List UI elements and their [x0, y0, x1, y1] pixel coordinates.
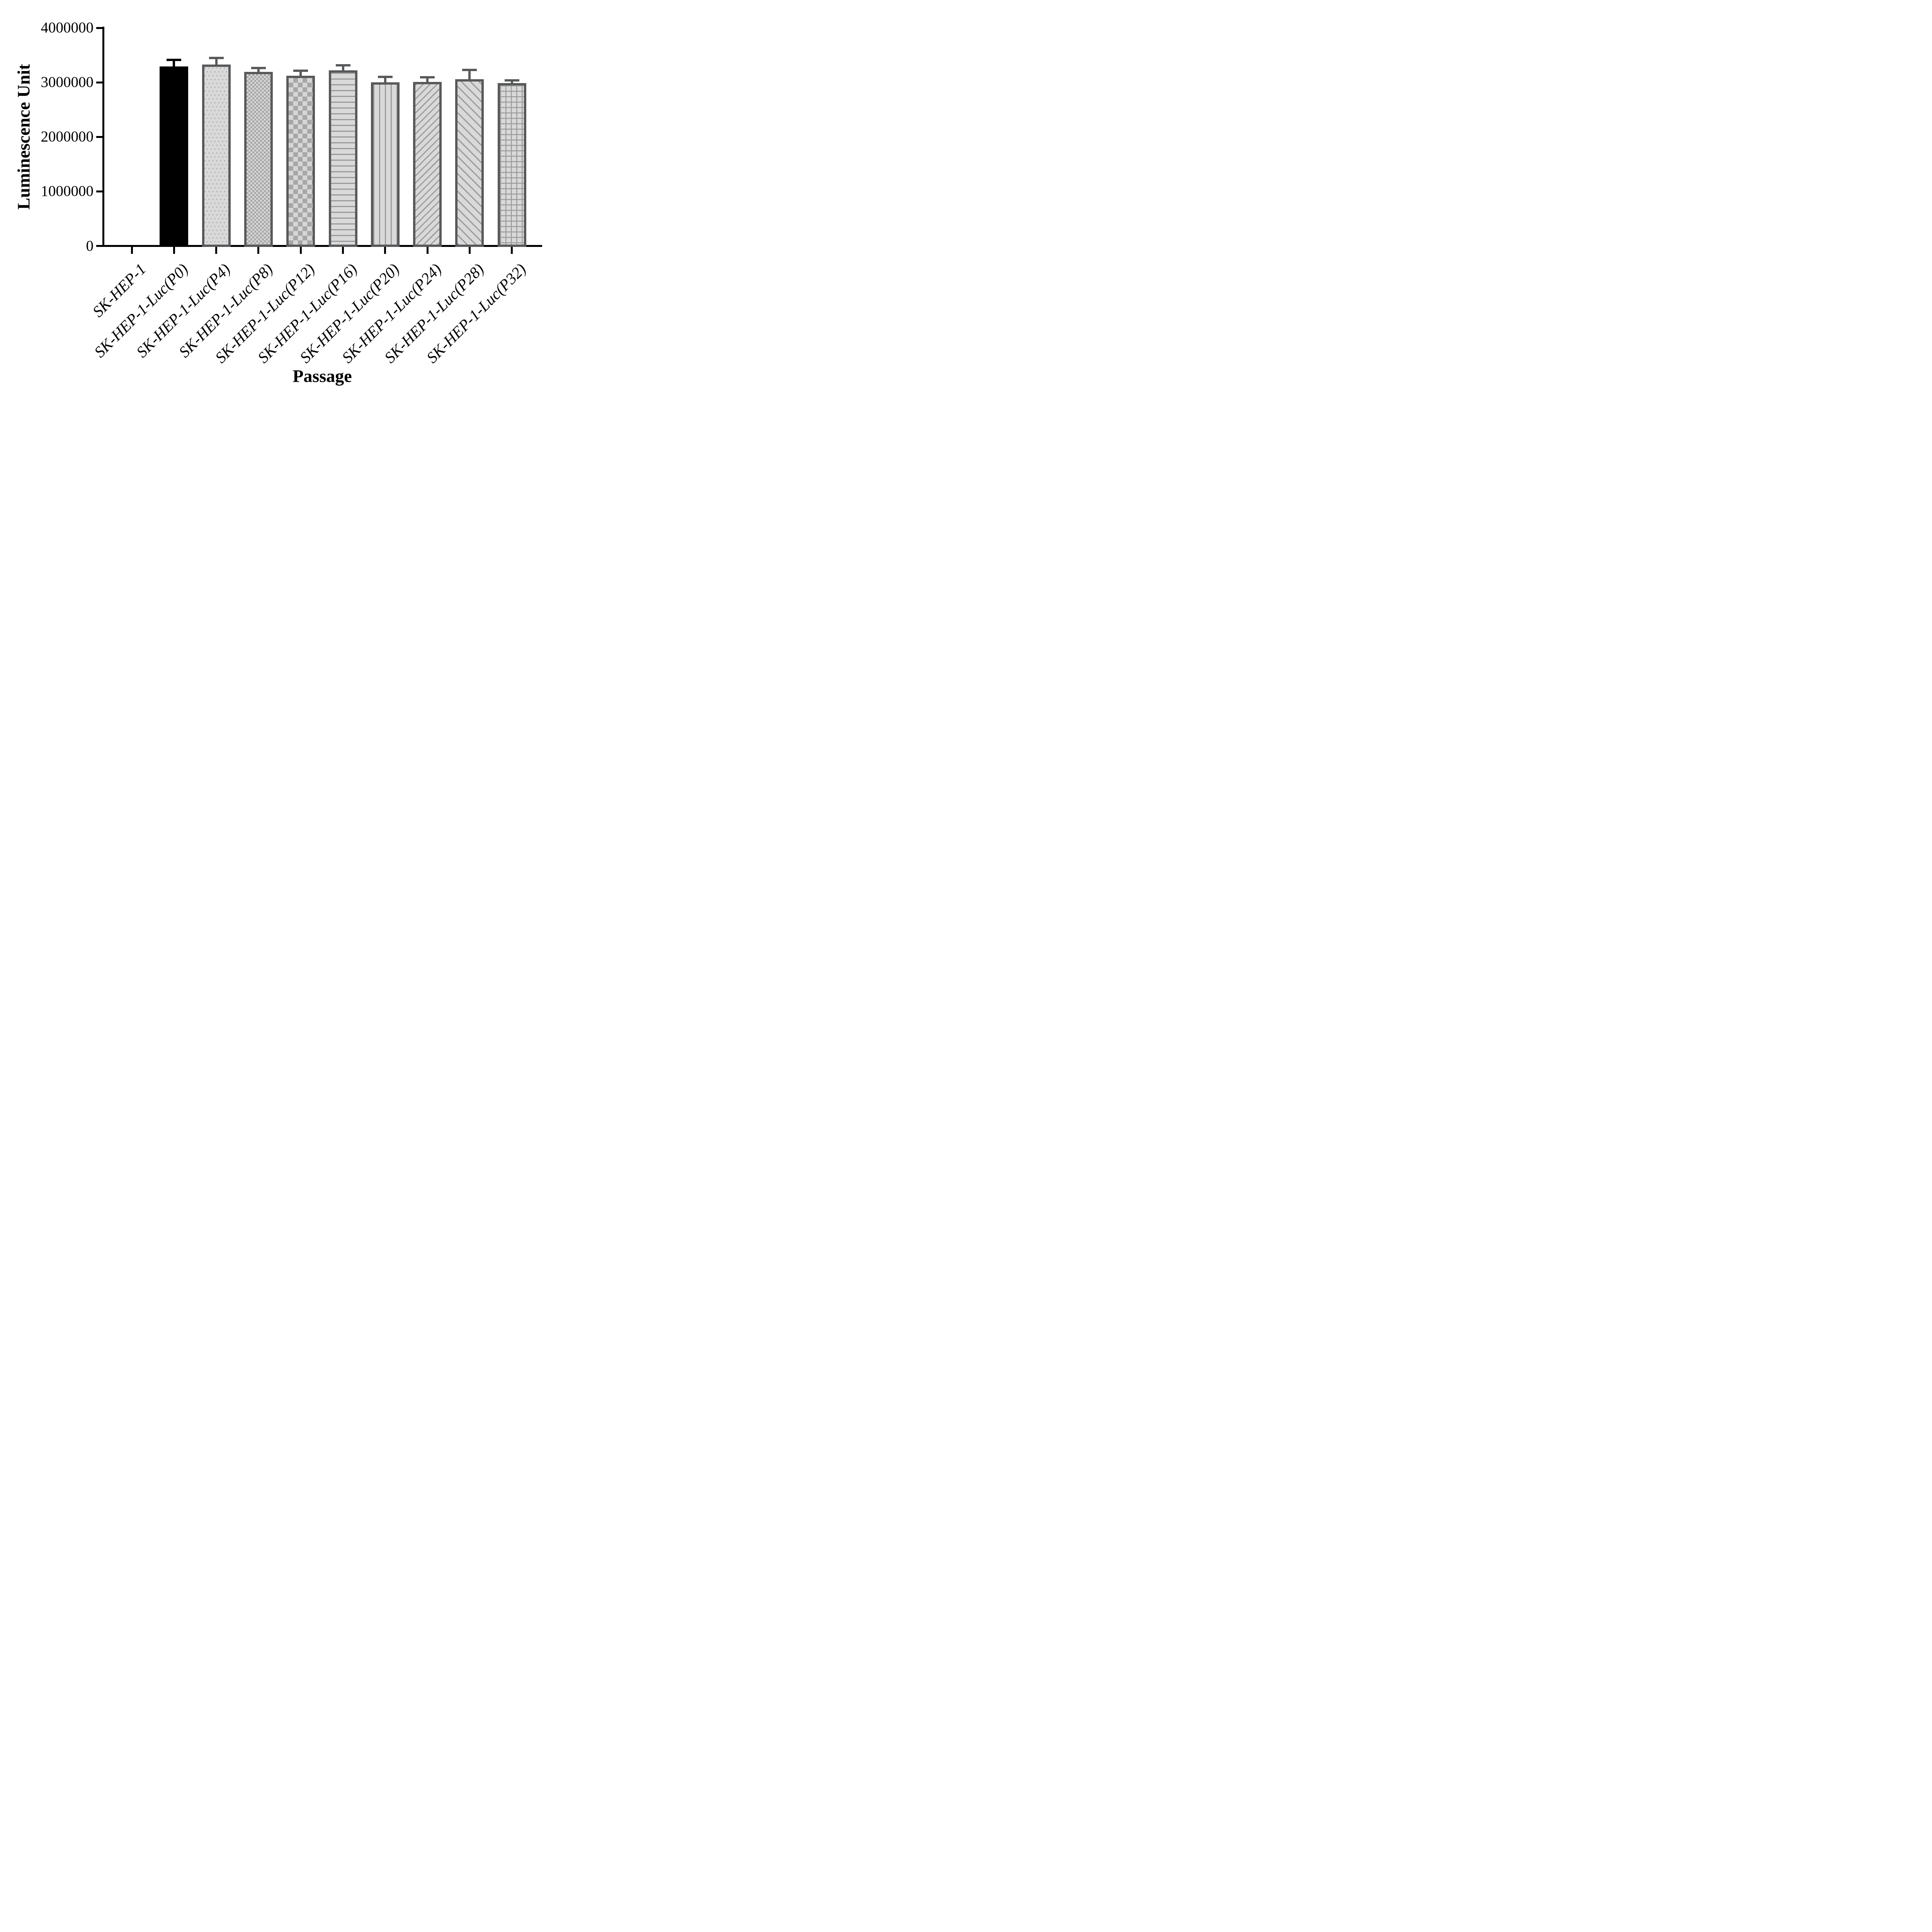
error-bar-cap — [293, 70, 308, 72]
x-tick — [257, 247, 260, 254]
x-axis-title: Passage — [293, 366, 352, 386]
x-tick — [468, 247, 471, 254]
x-tick — [215, 247, 218, 254]
x-tick — [299, 247, 302, 254]
error-bar-stem — [342, 65, 344, 75]
y-axis-title: Luminescence Unit — [14, 64, 34, 210]
x-tick — [426, 247, 429, 254]
y-tick-label: 3000000 — [41, 74, 94, 91]
error-bar-cap — [378, 76, 393, 78]
y-tick — [96, 81, 102, 83]
y-tick — [96, 190, 102, 192]
error-bar-cap — [504, 79, 519, 82]
x-tick — [384, 247, 386, 254]
luminescence-bar-chart: 0 1000000 2000000 3000000 4000000 SK-HEP-1 SK… — [0, 0, 573, 400]
bar-SK-HEP-1-Luc(P12) — [286, 76, 315, 247]
bar-SK-HEP-1-Luc(P32) — [497, 83, 526, 247]
error-bar-cap — [251, 67, 266, 70]
bar-SK-HEP-1-Luc(P20) — [371, 82, 400, 247]
error-bar-cap — [209, 57, 224, 60]
bar-SK-HEP-1-Luc(P8) — [244, 72, 273, 247]
y-tick-label: 4000000 — [41, 19, 94, 36]
y-tick-label: 2000000 — [41, 128, 94, 145]
y-tick — [96, 245, 102, 247]
x-tick — [131, 247, 133, 254]
y-tick — [96, 27, 102, 29]
y-axis-line — [102, 27, 104, 247]
error-bar-cap — [335, 64, 350, 67]
error-bar-cap — [167, 59, 182, 61]
bar-SK-HEP-1-Luc(P4) — [202, 64, 231, 247]
x-tick — [511, 247, 513, 254]
y-tick — [96, 136, 102, 138]
error-bar-stem — [468, 70, 471, 83]
bar-SK-HEP-1-Luc(P16) — [328, 70, 357, 247]
error-bar-stem — [384, 77, 386, 87]
x-axis-line — [102, 245, 542, 247]
error-bar-cap — [462, 69, 477, 71]
error-bar-cap — [420, 76, 435, 78]
error-bar-stem — [426, 77, 429, 86]
y-tick-label: 0 — [86, 237, 94, 254]
error-bar-stem — [215, 58, 218, 68]
bar-SK-HEP-1-Luc(P0) — [160, 66, 189, 247]
error-bar-stem — [173, 60, 175, 71]
y-tick-label: 1000000 — [41, 183, 94, 200]
x-tick — [173, 247, 175, 254]
bar-SK-HEP-1-Luc(P28) — [455, 79, 484, 247]
x-tick — [342, 247, 344, 254]
error-bar-stem — [299, 71, 302, 80]
bar-SK-HEP-1-Luc(P24) — [413, 82, 442, 247]
